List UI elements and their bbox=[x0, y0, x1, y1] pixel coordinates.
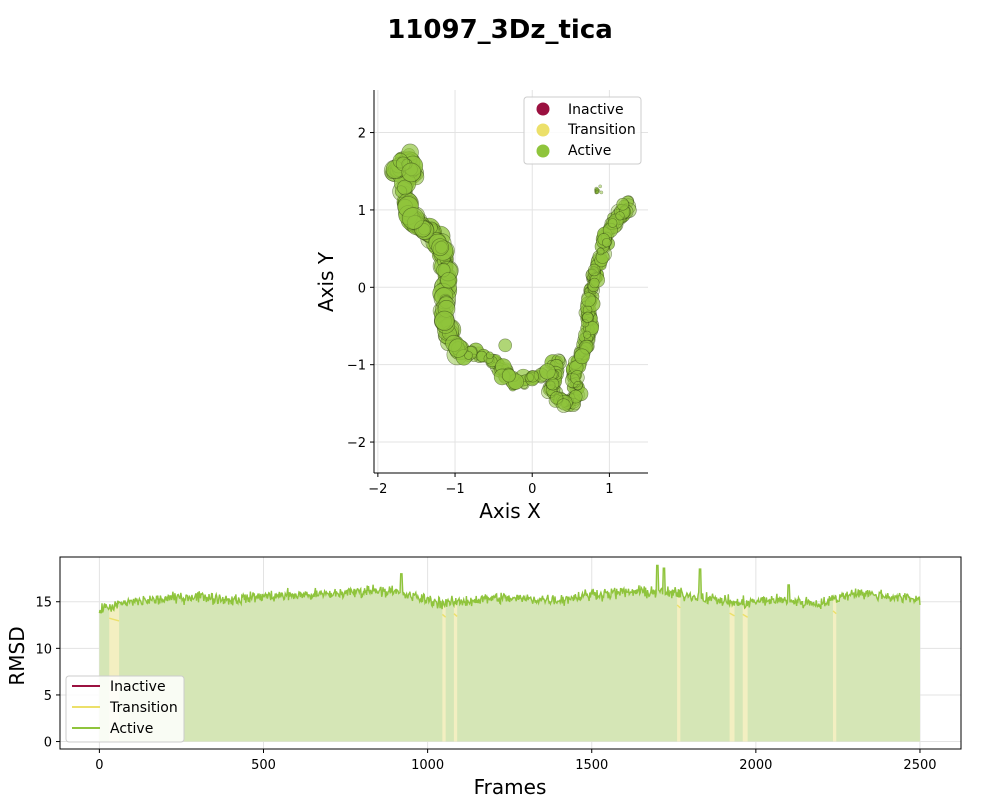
rmsd-xtick-label: 1500 bbox=[575, 758, 608, 773]
scatter-point bbox=[440, 272, 457, 289]
scatter-point bbox=[582, 311, 594, 323]
legend-marker-transition bbox=[536, 123, 550, 137]
rmsd-ylabel: RMSD bbox=[5, 626, 29, 685]
scatter-point bbox=[397, 179, 413, 196]
legend-marker-inactive bbox=[536, 102, 550, 116]
scatter-point bbox=[581, 292, 596, 308]
rmsd-xtick-label: 500 bbox=[251, 758, 276, 773]
scatter-xtick-label: 1 bbox=[605, 482, 613, 497]
scatter-point bbox=[589, 277, 600, 289]
scatter-point bbox=[401, 207, 425, 230]
scatter-xtick-label: 0 bbox=[528, 482, 536, 497]
rmsd-area-transition bbox=[832, 599, 837, 742]
rmsd-ytick-label: 15 bbox=[35, 596, 52, 611]
rmsd-legend-box bbox=[65, 675, 185, 743]
rmsd-lines bbox=[98, 564, 921, 622]
legend-label-inactive: Inactive bbox=[568, 102, 624, 118]
scatter-point bbox=[448, 338, 468, 358]
rmsd-line-transition bbox=[109, 617, 120, 622]
scatter-ylabel: Axis Y bbox=[314, 251, 338, 312]
scatter-ytick-label: 1 bbox=[358, 204, 366, 219]
scatter-point bbox=[583, 330, 592, 339]
scatter-point bbox=[431, 238, 449, 256]
rmsd-line-active bbox=[98, 564, 921, 614]
scatter-xtick-label: −1 bbox=[445, 482, 464, 497]
figure-title: 11097_3Dz_tica bbox=[387, 15, 613, 45]
rmsd-area-active bbox=[99, 565, 920, 742]
legend-label-transition: Transition bbox=[567, 122, 636, 138]
rmsd-xtick-label: 0 bbox=[95, 758, 103, 773]
rmsd-legend-label-active: Active bbox=[110, 721, 153, 737]
scatter-axes: −2 −1 0 1 −2 −1 0 1 2 bbox=[347, 90, 648, 497]
rmsd-xtick-label: 1000 bbox=[411, 758, 444, 773]
scatter-point bbox=[595, 190, 600, 195]
rmsd-line-transition bbox=[729, 612, 735, 617]
rmsd-area-transition bbox=[109, 606, 120, 742]
rmsd-line-transition bbox=[832, 610, 837, 615]
rmsd-xtick-label: 2500 bbox=[903, 758, 936, 773]
rmsd-area-transition bbox=[442, 603, 446, 742]
legend-marker-active bbox=[536, 144, 550, 158]
scatter-point bbox=[602, 237, 612, 248]
rmsd-area-transition bbox=[677, 593, 681, 742]
scatter-point bbox=[546, 377, 560, 391]
rmsd-legend: Inactive Transition Active bbox=[65, 675, 185, 743]
scatter-point bbox=[588, 263, 601, 277]
scatter-point bbox=[573, 380, 583, 391]
rmsd-area-transition bbox=[453, 602, 458, 742]
legend-label-active: Active bbox=[568, 143, 611, 159]
scatter-legend: Inactive Transition Active bbox=[523, 96, 642, 165]
scatter-point bbox=[596, 247, 605, 256]
scatter-point bbox=[574, 348, 590, 365]
rmsd-legend-label-transition: Transition bbox=[109, 700, 178, 716]
scatter-ytick-label: −1 bbox=[347, 359, 366, 374]
scatter-point bbox=[501, 368, 516, 383]
rmsd-area-transition bbox=[742, 603, 748, 742]
scatter-xtick-label: −2 bbox=[368, 482, 387, 497]
rmsd-ytick-label: 0 bbox=[44, 736, 52, 751]
scatter-point bbox=[615, 211, 625, 221]
rmsd-axes: 0 500 1000 1500 2000 2500 0 5 10 15 bbox=[35, 556, 962, 773]
scatter-point bbox=[570, 370, 585, 385]
scatter-point bbox=[498, 338, 513, 353]
scatter-point bbox=[565, 372, 581, 388]
rmsd-ytick-label: 10 bbox=[35, 642, 52, 657]
scatter-point bbox=[464, 350, 473, 360]
rmsd-ytick-label: 5 bbox=[44, 689, 52, 704]
rmsd-panel: 0 500 1000 1500 2000 2500 0 5 10 15 Frames RMSD I… bbox=[5, 556, 962, 799]
scatter-ytick-label: 0 bbox=[358, 281, 366, 296]
scatter-ytick-label: −2 bbox=[347, 436, 366, 451]
scatter-point bbox=[526, 370, 540, 383]
scatter-point bbox=[401, 162, 422, 183]
scatter-xlabel: Axis X bbox=[479, 499, 541, 523]
rmsd-line-transition bbox=[453, 613, 458, 617]
scatter-point bbox=[607, 218, 618, 228]
scatter-points bbox=[383, 143, 637, 413]
rmsd-frame bbox=[59, 556, 962, 750]
scatter-point bbox=[598, 184, 602, 189]
rmsd-xlabel: Frames bbox=[474, 775, 547, 799]
scatter-panel: −2 −1 0 1 −2 −1 0 1 2 Axis X Axis Y Inactive Tra… bbox=[314, 90, 648, 523]
scatter-ytick-label: 2 bbox=[358, 127, 366, 142]
scatter-point bbox=[539, 363, 556, 380]
rmsd-line-transition bbox=[742, 613, 748, 618]
scatter-legend-box bbox=[523, 96, 642, 165]
rmsd-xtick-label: 2000 bbox=[739, 758, 772, 773]
rmsd-area-transition bbox=[729, 601, 735, 742]
scatter-point bbox=[486, 351, 494, 360]
rmsd-line-transition bbox=[441, 613, 447, 618]
scatter-point bbox=[556, 398, 571, 413]
rmsd-legend-label-inactive: Inactive bbox=[110, 679, 166, 695]
scatter-point bbox=[616, 197, 629, 211]
rmsd-fill bbox=[99, 565, 920, 742]
scatter-point bbox=[595, 187, 600, 192]
scatter-point bbox=[599, 190, 604, 195]
scatter-point bbox=[434, 310, 455, 331]
rmsd-line-transition bbox=[676, 604, 681, 609]
